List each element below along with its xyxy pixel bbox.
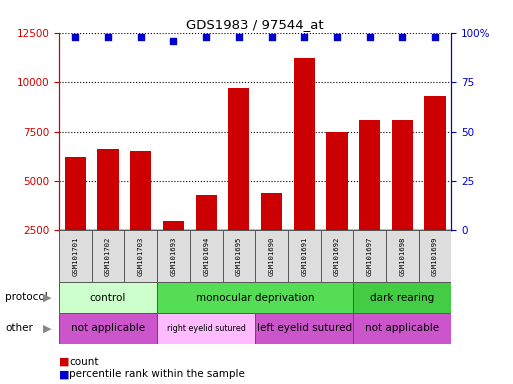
Bar [293,58,315,230]
Text: protocol: protocol [5,292,48,302]
Text: control: control [90,293,126,303]
Bar [326,131,348,230]
FancyBboxPatch shape [59,282,157,313]
Point [333,33,341,40]
Point [202,33,210,40]
Point [300,33,308,40]
FancyBboxPatch shape [288,230,321,282]
Bar [228,88,249,230]
FancyBboxPatch shape [157,282,353,313]
FancyBboxPatch shape [124,230,157,282]
Text: not applicable: not applicable [365,323,440,333]
FancyBboxPatch shape [59,313,157,344]
Text: other: other [5,323,33,333]
FancyBboxPatch shape [353,313,451,344]
Text: ▶: ▶ [43,293,51,303]
Text: right eyelid sutured: right eyelid sutured [167,324,246,333]
FancyBboxPatch shape [419,230,451,282]
Text: percentile rank within the sample: percentile rank within the sample [69,369,245,379]
Text: ■: ■ [59,357,69,367]
FancyBboxPatch shape [157,313,255,344]
Text: dark rearing: dark rearing [370,293,435,303]
FancyBboxPatch shape [353,282,451,313]
Bar [163,220,184,230]
Title: GDS1983 / 97544_at: GDS1983 / 97544_at [186,18,324,31]
Point [267,33,275,40]
Text: ■: ■ [59,369,69,379]
Point [71,33,80,40]
Text: GSM101699: GSM101699 [432,237,438,276]
Text: GSM101702: GSM101702 [105,237,111,276]
Text: GSM101693: GSM101693 [170,237,176,276]
Text: GSM101691: GSM101691 [301,237,307,276]
FancyBboxPatch shape [59,230,92,282]
Point [169,38,177,44]
Text: GSM101692: GSM101692 [334,237,340,276]
Point [104,33,112,40]
Point [235,33,243,40]
Point [431,33,439,40]
Text: ▶: ▶ [43,323,51,333]
FancyBboxPatch shape [92,230,124,282]
FancyBboxPatch shape [255,230,288,282]
FancyBboxPatch shape [190,230,223,282]
Bar [97,149,119,230]
Bar [261,193,282,230]
Bar [424,96,446,230]
FancyBboxPatch shape [157,230,190,282]
Point [398,33,406,40]
FancyBboxPatch shape [353,230,386,282]
Text: not applicable: not applicable [71,323,145,333]
Text: count: count [69,357,99,367]
Text: GSM101701: GSM101701 [72,237,78,276]
Point [136,33,145,40]
Text: monocular deprivation: monocular deprivation [196,293,314,303]
FancyBboxPatch shape [321,230,353,282]
Point [366,33,374,40]
Bar [195,195,217,230]
FancyBboxPatch shape [223,230,255,282]
FancyBboxPatch shape [386,230,419,282]
Bar [65,157,86,230]
Text: GSM101703: GSM101703 [138,237,144,276]
Bar [392,120,413,230]
Text: GSM101695: GSM101695 [236,237,242,276]
Text: GSM101690: GSM101690 [269,237,274,276]
Text: GSM101694: GSM101694 [203,237,209,276]
Text: GSM101698: GSM101698 [400,237,405,276]
Bar [359,120,380,230]
FancyBboxPatch shape [255,313,353,344]
Text: left eyelid sutured: left eyelid sutured [256,323,352,333]
Text: GSM101697: GSM101697 [367,237,372,276]
Bar [130,151,151,230]
